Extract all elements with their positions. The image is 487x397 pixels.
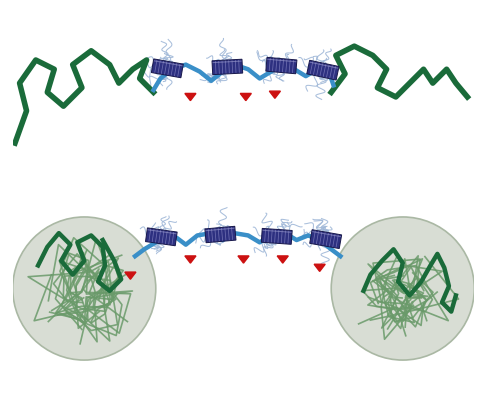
Polygon shape bbox=[269, 91, 281, 98]
Polygon shape bbox=[240, 93, 251, 100]
Polygon shape bbox=[205, 226, 236, 243]
Polygon shape bbox=[185, 93, 196, 100]
Polygon shape bbox=[151, 59, 183, 78]
Circle shape bbox=[331, 217, 474, 360]
Polygon shape bbox=[266, 57, 297, 74]
Polygon shape bbox=[314, 264, 325, 272]
Polygon shape bbox=[212, 59, 243, 75]
Polygon shape bbox=[307, 60, 339, 80]
Circle shape bbox=[13, 217, 156, 360]
Polygon shape bbox=[310, 230, 342, 249]
Polygon shape bbox=[185, 256, 196, 263]
Polygon shape bbox=[146, 228, 177, 246]
Polygon shape bbox=[125, 272, 136, 279]
Polygon shape bbox=[238, 256, 249, 263]
Polygon shape bbox=[277, 256, 288, 263]
Polygon shape bbox=[262, 228, 292, 244]
